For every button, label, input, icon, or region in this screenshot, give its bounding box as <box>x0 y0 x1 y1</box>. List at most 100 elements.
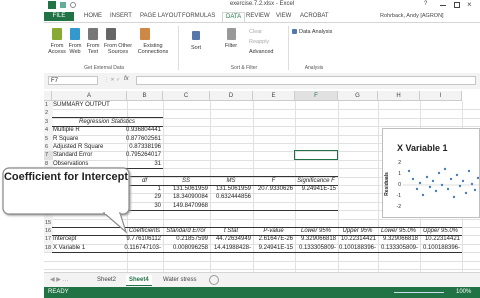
residual-chart[interactable]: X Variable 1 Residuals 2 1 0 -1 -2 <box>382 128 480 218</box>
cell[interactable]: 9.329066818 <box>300 236 336 243</box>
callout-text: Coefficient for Intercept <box>3 171 129 183</box>
cell[interactable]: Standard Error <box>53 152 93 159</box>
cell[interactable]: Upper 95.0% <box>422 228 459 234</box>
ribbon-button[interactable]: Reapply <box>249 39 270 45</box>
cell[interactable]: 0.632444856 <box>215 194 251 201</box>
cell[interactable]: 44.72634949 <box>215 236 251 243</box>
cell[interactable]: -0.100188396 <box>422 244 460 251</box>
ribbon-button[interactable]: From Web <box>68 43 82 55</box>
ribbon-button[interactable]: Existing Connections <box>137 43 169 55</box>
row-header[interactable]: 5 <box>44 134 53 143</box>
sheet-tab[interactable]: Sheet4 <box>126 275 152 286</box>
sheet-tab[interactable]: Water stress <box>163 277 197 283</box>
ribbon-tab[interactable]: DATA <box>222 12 246 22</box>
cell[interactable]: -0.133305809 <box>380 244 418 251</box>
ribbon-button[interactable]: From Text <box>86 43 100 55</box>
ribbon-tab[interactable]: PAGE LAYOUT <box>140 13 182 19</box>
tab-scroll[interactable]: ◀ ▶ … <box>50 277 69 283</box>
cell[interactable]: 2.61647E-26 <box>258 236 293 243</box>
ribbon-tab[interactable]: ACROBAT <box>300 13 329 19</box>
ribbon-button[interactable]: Advanced <box>249 49 274 55</box>
column-header[interactable]: H <box>378 91 420 101</box>
cell[interactable]: 0.21857599 <box>176 236 208 243</box>
column-header[interactable]: F <box>295 91 338 101</box>
ribbon-button[interactable]: From Access <box>48 43 66 55</box>
cell[interactable]: 149.8470968 <box>172 202 208 209</box>
ribbon-tab[interactable]: REVIEW <box>246 13 270 19</box>
close-button[interactable]: × <box>467 0 472 9</box>
column-header[interactable]: E <box>253 91 295 101</box>
row-header[interactable]: 4 <box>44 126 53 135</box>
name-box[interactable]: F7 <box>48 76 98 85</box>
cell[interactable]: 0.877602561 <box>125 135 161 142</box>
cell[interactable]: Upper 95% <box>342 228 373 234</box>
y-axis: 2 1 0 -1 -2 <box>383 129 480 219</box>
cell[interactable]: 10.22314421 <box>424 236 460 243</box>
formula-input[interactable] <box>136 76 476 85</box>
cell[interactable]: 9.24941E-15 <box>258 244 293 251</box>
row-header[interactable]: 1 <box>44 101 53 110</box>
row-header[interactable]: 2 <box>44 109 53 118</box>
cell[interactable]: 10.22314421 <box>340 236 376 243</box>
cell[interactable]: MS <box>226 177 236 184</box>
user-name[interactable]: Rohrback, Andy [AGRON] <box>380 13 444 19</box>
ribbon-tab[interactable]: FORMULAS <box>182 13 216 19</box>
column-header[interactable]: C <box>163 91 210 101</box>
column-header[interactable]: I <box>420 91 462 101</box>
add-sheet-button[interactable] <box>209 275 219 285</box>
column-header[interactable]: B <box>127 91 163 101</box>
row-header[interactable]: 6 <box>44 143 53 152</box>
column-header[interactable]: D <box>210 91 253 101</box>
cell[interactable]: Regression Statistics <box>78 118 136 125</box>
cell[interactable]: Adjusted R Square <box>53 144 104 150</box>
cell[interactable]: R Square <box>53 135 79 142</box>
cell[interactable]: 207.9330626 <box>257 186 293 192</box>
cell[interactable]: 0.795264017 <box>125 152 161 159</box>
cell[interactable]: 131.5061959 <box>172 186 208 192</box>
cell[interactable]: 0.008096258 <box>172 244 208 251</box>
ribbon-tab[interactable]: VIEW <box>276 13 292 19</box>
zoom-slider[interactable] <box>394 292 444 293</box>
cell[interactable]: -0.133305809 <box>298 244 336 251</box>
cell[interactable]: t Stat <box>223 228 238 234</box>
cell[interactable]: 0.936804441 <box>125 127 161 134</box>
cell[interactable]: 18.34090084 <box>172 194 208 201</box>
cell[interactable]: 9.329066818 <box>382 236 418 243</box>
ribbon-tab[interactable]: INSERT <box>110 13 132 19</box>
cell[interactable]: -0.116747103 <box>124 244 161 251</box>
cell[interactable]: -0.100188396 <box>338 244 376 251</box>
undo-icon[interactable] <box>70 2 76 8</box>
ribbon-tab[interactable]: FILE <box>44 12 74 21</box>
cell[interactable]: SS <box>181 177 190 184</box>
cell[interactable]: P-value <box>263 228 284 234</box>
ribbon-button[interactable]: From Other Sources <box>103 43 133 55</box>
cell[interactable]: Significance F <box>297 177 335 184</box>
cell[interactable]: Multiple R <box>53 127 80 134</box>
maximize-button[interactable] <box>454 2 460 8</box>
column-gridline <box>378 101 379 272</box>
column-header[interactable]: G <box>338 91 378 101</box>
column-header[interactable]: A <box>52 91 127 101</box>
cell[interactable]: SUMMARY OUTPUT <box>53 102 110 108</box>
cell[interactable]: -14.41988428 <box>213 244 251 251</box>
ribbon-button[interactable]: Clear <box>249 29 263 35</box>
ribbon-button[interactable]: Sort <box>190 45 202 51</box>
ribbon-button[interactable]: Data Analysis <box>299 29 333 35</box>
row-header[interactable]: 3 <box>44 117 53 127</box>
row-header[interactable]: 18 <box>44 243 53 253</box>
cell[interactable]: 0.87338196 <box>129 144 161 150</box>
ribbon-tab[interactable]: HOME <box>84 13 102 19</box>
cell[interactable]: Lower 95.0% <box>380 228 417 234</box>
save-icon[interactable] <box>60 2 66 8</box>
row-header[interactable]: 7 <box>44 151 53 160</box>
sheet-tab[interactable]: Sheet2 <box>97 277 117 283</box>
help-button[interactable]: ? <box>424 1 428 7</box>
cell[interactable]: Lower 95% <box>300 228 332 234</box>
ribbon-button[interactable]: Filter <box>224 43 238 49</box>
cell[interactable]: 131.5061959 <box>215 186 251 192</box>
minimize-button[interactable] <box>440 5 446 6</box>
cell[interactable]: F <box>271 177 276 184</box>
cell[interactable]: X Variable 1 <box>53 244 86 251</box>
cell[interactable]: Standard Error <box>166 228 206 234</box>
cell[interactable]: 9.24941E-15 <box>301 186 336 192</box>
